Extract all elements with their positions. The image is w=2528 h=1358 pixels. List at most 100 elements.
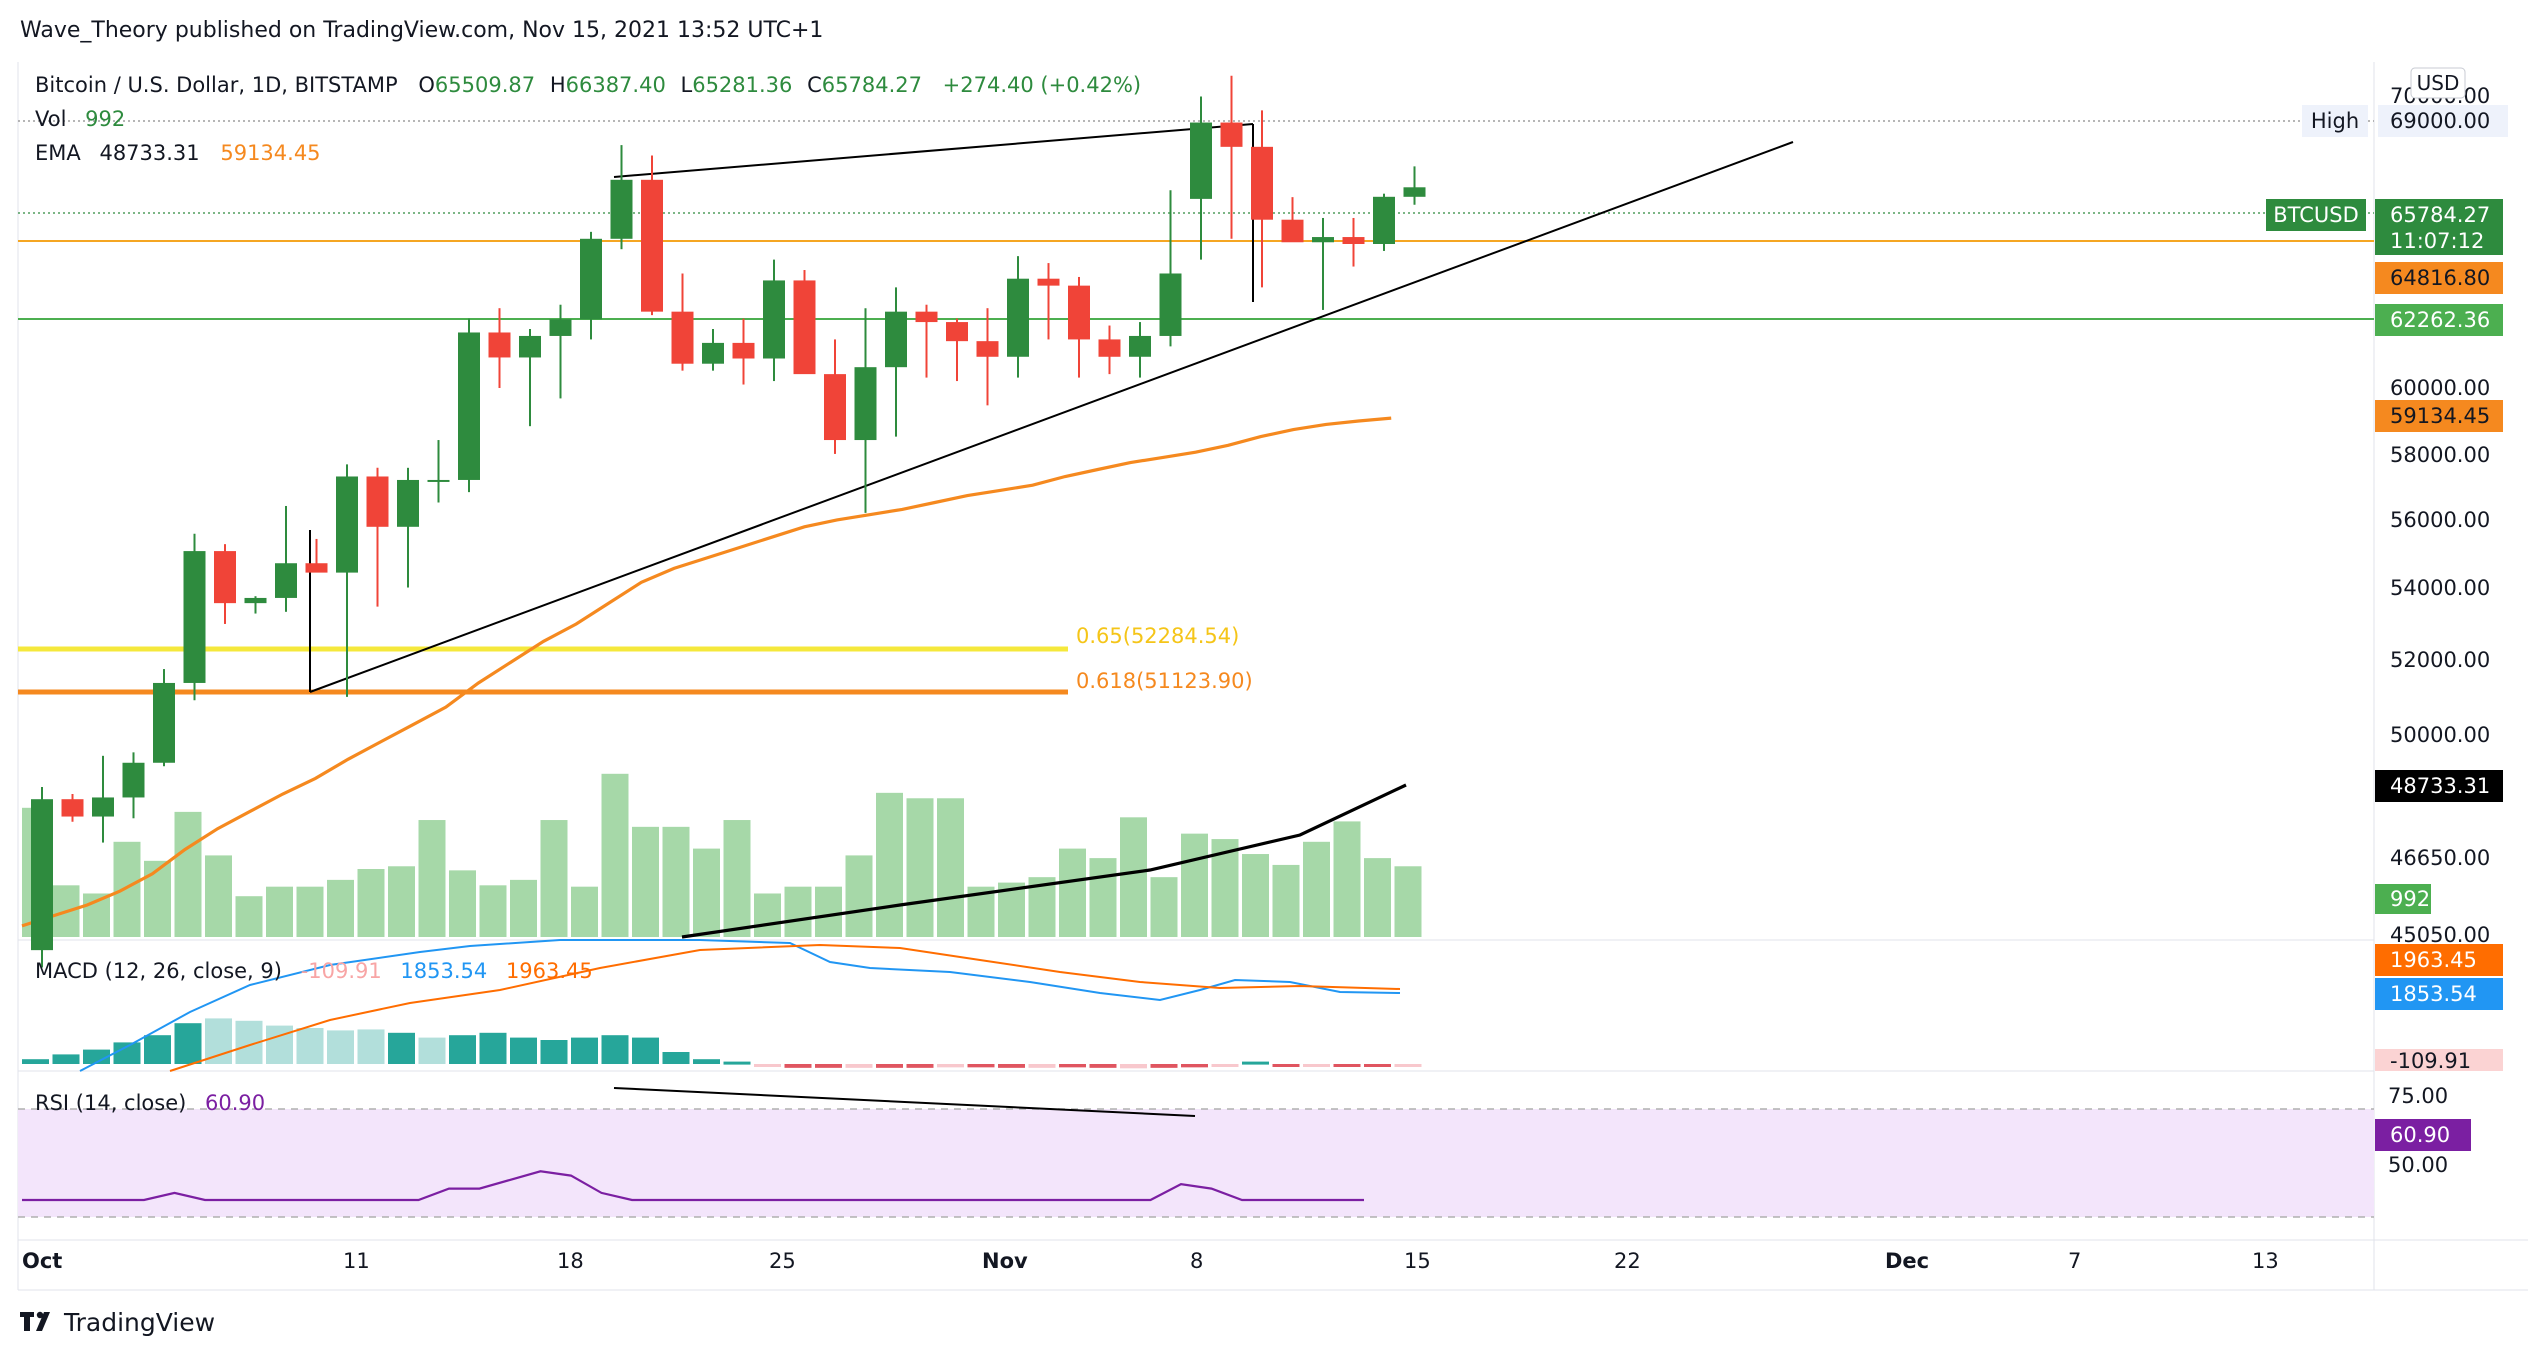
ema-black-line[interactable] — [681, 783, 1407, 939]
candle-body — [580, 238, 602, 320]
candle-body — [214, 551, 236, 604]
volume-bar — [815, 886, 842, 937]
candle-body — [183, 551, 206, 683]
volume-bar — [418, 820, 446, 937]
volume-bar — [388, 866, 415, 937]
candle — [1007, 256, 1029, 378]
candle-body — [1373, 196, 1395, 244]
ema-orange-tag-box — [2375, 400, 2503, 432]
volume-bar — [1242, 854, 1269, 937]
legend-row-ema: EMA 48733.31 59134.45 — [35, 141, 321, 165]
macd-hist-bar — [845, 1064, 873, 1068]
candle — [458, 318, 480, 493]
rsi-50-label: 50.00 — [2388, 1153, 2448, 1177]
legend-high-label: H — [550, 73, 566, 97]
green-level-tag: 62262.36 — [2390, 308, 2490, 332]
candle — [793, 270, 816, 375]
volume-bar — [693, 848, 720, 937]
candle — [397, 467, 419, 588]
candle-body — [153, 682, 175, 763]
legend-open: 65509.87 — [435, 73, 535, 97]
price-tick-label: 60000.00 — [2390, 376, 2490, 400]
volume-bar — [205, 855, 232, 937]
lower-trendline[interactable] — [309, 141, 1794, 693]
candle — [763, 259, 785, 382]
candle-body — [244, 597, 267, 604]
macd-title: MACD (12, 26, close, 9) — [35, 959, 282, 983]
volume-bar — [144, 860, 171, 937]
candle — [61, 793, 84, 822]
upper-trendline[interactable] — [613, 123, 1254, 178]
candle-body — [427, 479, 450, 482]
rsi-line[interactable] — [22, 1170, 1364, 1202]
candle — [183, 533, 206, 701]
macd-hist-bar — [1333, 1064, 1361, 1067]
price-axis[interactable]: 70000.0060000.0058000.0056000.0054000.00… — [2390, 84, 2490, 947]
volume-bar — [174, 811, 202, 937]
time-axis[interactable]: Oct 11 18 25 Nov 8 15 22 Dec 7 13 — [22, 1249, 2279, 1273]
bar-countdown: 11:07:12 — [2390, 229, 2484, 253]
candle-body — [519, 335, 541, 358]
legend-symbol[interactable]: Bitcoin / U.S. Dollar, 1D, BITSTAMP — [35, 73, 398, 97]
currency-button[interactable] — [2410, 67, 2466, 99]
macd-line[interactable] — [79, 939, 1401, 1072]
rsi-divergence-line[interactable] — [613, 1087, 1196, 1117]
btcusd-tag-label: BTCUSD — [2273, 203, 2359, 227]
macd-legend: MACD (12, 26, close, 9) -109.91 1853.54 … — [35, 959, 593, 983]
candle-body — [763, 280, 785, 359]
macd-hist-bar — [601, 1035, 629, 1064]
macd-hist-bar — [22, 1059, 49, 1064]
candle — [1159, 190, 1182, 347]
macd-hist-bar — [510, 1037, 537, 1064]
candle-body — [458, 332, 480, 480]
macd-hist-bar — [1394, 1064, 1422, 1067]
macd-hist-bar — [815, 1064, 842, 1068]
candle — [1312, 217, 1334, 310]
price-tick-label: 54000.00 — [2390, 576, 2490, 600]
rsi-title: RSI (14, close) — [35, 1091, 186, 1115]
candle — [1342, 217, 1365, 267]
candle-body — [397, 479, 419, 527]
candlesticks[interactable] — [31, 75, 1426, 968]
candle-body — [1007, 278, 1029, 357]
candle — [1403, 166, 1426, 205]
candle — [1068, 276, 1090, 378]
time-axis-label: 7 — [2068, 1249, 2081, 1273]
legend-low-label: L — [681, 73, 693, 97]
candle-body — [1403, 187, 1426, 197]
candle-body — [275, 563, 297, 598]
candle — [31, 787, 53, 968]
macd-hist-bar — [1059, 1064, 1086, 1068]
volume-bar — [327, 879, 354, 937]
legend-vol: 992 — [85, 107, 125, 131]
candle — [702, 329, 724, 371]
macd-signal-tag-box — [2375, 944, 2503, 976]
volume-bar — [1089, 858, 1117, 937]
candle-body — [946, 322, 968, 342]
macd-signal-value: 1963.45 — [506, 959, 593, 983]
volume-bar — [113, 841, 141, 937]
candle — [1190, 96, 1212, 260]
candle-body — [793, 280, 816, 375]
candle — [1251, 110, 1273, 288]
ema-black-tag-box — [2375, 770, 2503, 802]
volume-bar — [235, 896, 263, 937]
volume-bar — [1394, 866, 1422, 937]
ema-orange-line[interactable] — [21, 416, 1392, 928]
macd-hist-bar — [632, 1037, 659, 1064]
candle — [641, 155, 663, 316]
macd-hist-bar — [266, 1025, 293, 1064]
candle-body — [1342, 237, 1365, 244]
legend-vol-label: Vol — [35, 107, 66, 131]
volume-bar — [1364, 858, 1391, 937]
volume-bar — [1059, 848, 1086, 937]
macd-hist-bar — [449, 1035, 476, 1064]
btcusd-tag-box — [2266, 199, 2366, 231]
candle — [915, 304, 938, 378]
volume-bar — [357, 869, 385, 937]
macd-signal-line[interactable] — [169, 943, 1401, 1072]
volume-bar — [510, 879, 537, 937]
tradingview-logo[interactable]: TradingView — [20, 1308, 215, 1337]
macd-hist-bar — [754, 1064, 781, 1067]
